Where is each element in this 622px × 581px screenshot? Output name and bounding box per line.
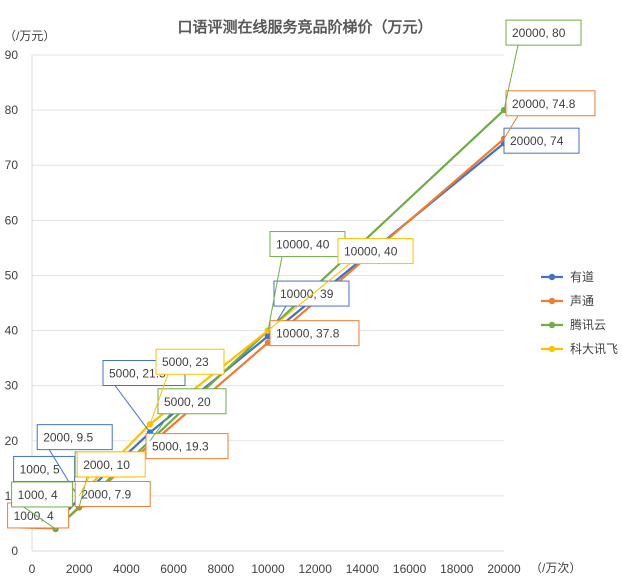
- x-tick-label: 4000: [113, 562, 140, 576]
- callout-box: [157, 388, 227, 415]
- legend-label: 腾讯云: [570, 317, 606, 332]
- callout-label: 10000, 39: [267, 280, 350, 337]
- callout-text: 5000, 19.3: [152, 440, 209, 454]
- callout-leader: [503, 45, 519, 111]
- callout-text: 5000, 21.5: [109, 367, 166, 381]
- y-tick-label: 80: [5, 103, 19, 117]
- callout-label: 5000, 23: [149, 348, 225, 425]
- callout-label: 5000, 19.3: [145, 433, 229, 460]
- callout-leader: [503, 115, 519, 140]
- legend-label: 科大讯飞: [570, 342, 618, 356]
- x-tick-label: 18000: [440, 562, 474, 576]
- callout-leader: [267, 263, 351, 331]
- y-tick-label: 70: [5, 158, 19, 172]
- callout-label: 10000, 40: [267, 231, 346, 331]
- callout-text: 20000, 74.8: [512, 97, 576, 111]
- y-axis-label: （/万元）: [4, 29, 55, 43]
- callout-text: 1000, 4: [14, 509, 54, 523]
- x-tick-label: 10000: [251, 562, 285, 576]
- callout-leader: [267, 256, 283, 331]
- x-tick-label: 20000: [487, 562, 521, 576]
- callout-label: 2000, 9.5: [36, 424, 113, 499]
- callout-label: 20000, 74.8: [503, 90, 596, 140]
- callout-text: 5000, 20: [164, 395, 211, 409]
- legend-marker: [548, 297, 556, 305]
- y-tick-label: 30: [5, 379, 19, 393]
- x-tick-label: 8000: [207, 562, 234, 576]
- callout-text: 10000, 40: [344, 245, 398, 259]
- callout-text: 10000, 40: [276, 238, 330, 252]
- x-axis-label: （/万次）: [530, 561, 581, 575]
- callout-box: [74, 480, 151, 507]
- callout-box: [11, 481, 74, 508]
- callout-leader: [149, 374, 169, 425]
- x-tick-label: 0: [29, 562, 36, 576]
- x-tick-label: 2000: [66, 562, 93, 576]
- callout-text: 10000, 39: [280, 287, 334, 301]
- callout-box: [36, 424, 113, 451]
- callout-box: [13, 455, 76, 482]
- legend-item: 科大讯飞: [541, 342, 618, 356]
- callout-box: [76, 451, 146, 478]
- callout-box: [337, 238, 414, 265]
- callout-label: 1000, 4: [11, 481, 74, 530]
- callout-text: 5000, 23: [162, 355, 209, 369]
- legend-item: 有道: [541, 270, 594, 284]
- callout-leader: [78, 476, 90, 497]
- legend-marker: [548, 345, 556, 353]
- callout-leader: [78, 476, 88, 508]
- callout-text: 2000, 10: [83, 458, 130, 472]
- callout-text: 1000, 4: [18, 488, 58, 502]
- legend-item: 声通: [541, 294, 594, 308]
- callout-box: [145, 433, 229, 460]
- legend-label: 声通: [570, 294, 594, 308]
- legend-marker: [548, 321, 556, 329]
- callout-leader: [48, 449, 80, 499]
- y-tick-label: 40: [5, 324, 19, 338]
- callout-box: [505, 19, 582, 46]
- legend-item: 腾讯云: [541, 317, 606, 332]
- callout-box: [503, 127, 580, 154]
- callout-label: 5000, 20: [149, 388, 227, 442]
- callout-leader: [23, 506, 56, 530]
- callout-text: 20000, 80: [512, 26, 566, 40]
- callout-text: 1000, 5: [20, 462, 60, 476]
- callout-text: 2000, 9.5: [43, 431, 93, 445]
- x-tick-label: 16000: [393, 562, 427, 576]
- callout-label: 20000, 74: [503, 127, 580, 154]
- callout-leader: [114, 385, 151, 433]
- data-labels: 1000, 5 2000, 9.5 5000, 21.5 10000, 39 20000…: [7, 19, 596, 530]
- y-tick-label: 20: [5, 434, 19, 448]
- callout-box: [273, 280, 350, 307]
- x-tick-label: 14000: [346, 562, 380, 576]
- callout-text: 20000, 74: [510, 134, 564, 148]
- callout-box: [505, 90, 596, 117]
- callout-label: 10000, 37.8: [267, 320, 360, 347]
- legend-label: 有道: [570, 270, 594, 284]
- y-tick-label: 60: [5, 213, 19, 227]
- chart-title: 口语评测在线服务竞品阶梯价（万元）: [177, 18, 432, 36]
- callout-box: [269, 231, 346, 258]
- callout-box: [269, 320, 360, 347]
- y-tick-label: 50: [5, 268, 19, 282]
- callout-box: [155, 348, 225, 375]
- x-tick-label: 6000: [160, 562, 187, 576]
- y-tick-label: 90: [5, 48, 19, 62]
- callout-label: 20000, 80: [503, 19, 582, 111]
- callout-leader: [149, 413, 171, 442]
- callout-label: 2000, 7.9: [74, 480, 151, 508]
- callout-label: 10000, 40: [267, 238, 414, 331]
- legend-marker: [548, 273, 556, 281]
- callout-label: 1000, 5: [13, 455, 76, 524]
- callout-text: 10000, 37.8: [276, 327, 340, 341]
- callout-label: 2000, 10: [76, 451, 146, 497]
- callout-text: 2000, 7.9: [81, 487, 131, 501]
- x-tick-label: 12000: [299, 562, 333, 576]
- y-tick-label: 0: [11, 544, 18, 558]
